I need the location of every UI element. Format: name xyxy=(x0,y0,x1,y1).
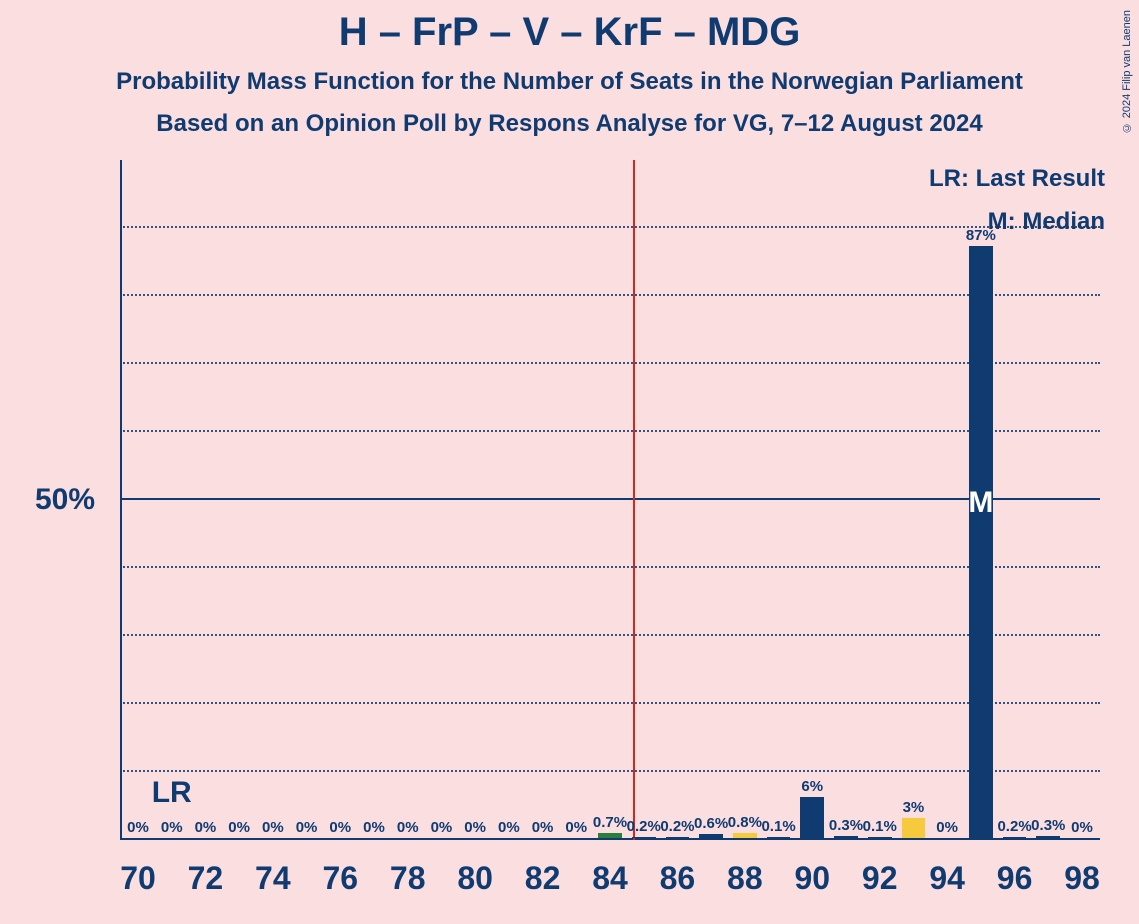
legend-last-result: LR: Last Result xyxy=(929,165,1105,193)
bar-label-seat-90: 6% xyxy=(790,778,834,795)
bar-seat-87 xyxy=(699,834,723,838)
bar-seat-93 xyxy=(902,818,926,838)
bar-label-seat-89: 0.1% xyxy=(757,818,801,835)
bar-seat-85 xyxy=(632,837,656,838)
grid-line xyxy=(120,226,1100,228)
grid-line xyxy=(120,702,1100,704)
majority-threshold-line xyxy=(633,160,635,840)
x-axis-label: 78 xyxy=(390,860,426,897)
x-axis-label: 98 xyxy=(1064,860,1100,897)
x-axis-label: 80 xyxy=(457,860,493,897)
median-mark: M xyxy=(968,486,993,520)
x-axis-label: 74 xyxy=(255,860,291,897)
grid-line xyxy=(120,294,1100,296)
bar-seat-96 xyxy=(1003,837,1027,838)
bar-seat-84 xyxy=(598,833,622,838)
x-axis-label: 92 xyxy=(862,860,898,897)
x-axis-label: 84 xyxy=(592,860,628,897)
bar-label-seat-94: 0% xyxy=(925,819,969,836)
x-axis-label: 76 xyxy=(322,860,358,897)
grid-line xyxy=(120,430,1100,432)
bar-label-seat-98: 0% xyxy=(1060,819,1104,836)
bar-label-seat-92: 0.1% xyxy=(858,818,902,835)
bar-seat-88 xyxy=(733,833,757,838)
grid-line xyxy=(120,634,1100,636)
chart-subtitle-2: Based on an Opinion Poll by Respons Anal… xyxy=(0,110,1139,138)
x-axis-label: 72 xyxy=(188,860,224,897)
y-axis-label-50: 50% xyxy=(35,483,95,517)
bar-seat-89 xyxy=(767,837,791,838)
pmf-chart: 50%0%0%0%0%0%0%0%0%0%0%0%0%0%0%0.7%0.2%0… xyxy=(120,160,1100,840)
bar-seat-90 xyxy=(800,797,824,838)
legend-median: M: Median xyxy=(988,208,1105,236)
grid-line xyxy=(120,566,1100,568)
bar-label-seat-93: 3% xyxy=(892,799,936,816)
last-result-mark: LR xyxy=(152,776,192,810)
bar-seat-95 xyxy=(969,246,993,838)
x-axis-label: 96 xyxy=(997,860,1033,897)
x-axis-line xyxy=(120,838,1100,840)
bar-seat-91 xyxy=(834,836,858,838)
x-axis-label: 90 xyxy=(794,860,830,897)
grid-line xyxy=(120,770,1100,772)
grid-line xyxy=(120,362,1100,364)
x-axis-label: 88 xyxy=(727,860,763,897)
bar-seat-92 xyxy=(868,837,892,838)
y-axis-line xyxy=(120,160,122,840)
bar-seat-97 xyxy=(1036,836,1060,838)
chart-subtitle-1: Probability Mass Function for the Number… xyxy=(0,68,1139,96)
x-axis-label: 70 xyxy=(120,860,156,897)
x-axis-label: 94 xyxy=(929,860,965,897)
x-axis-label: 86 xyxy=(660,860,696,897)
plot-area: 50%0%0%0%0%0%0%0%0%0%0%0%0%0%0%0.7%0.2%0… xyxy=(120,160,1100,840)
grid-line-50 xyxy=(120,498,1100,500)
x-axis-label: 82 xyxy=(525,860,561,897)
chart-title: H – FrP – V – KrF – MDG xyxy=(0,10,1139,55)
bar-seat-86 xyxy=(666,837,690,838)
copyright-text: © 2024 Filip van Laenen xyxy=(1121,10,1133,133)
